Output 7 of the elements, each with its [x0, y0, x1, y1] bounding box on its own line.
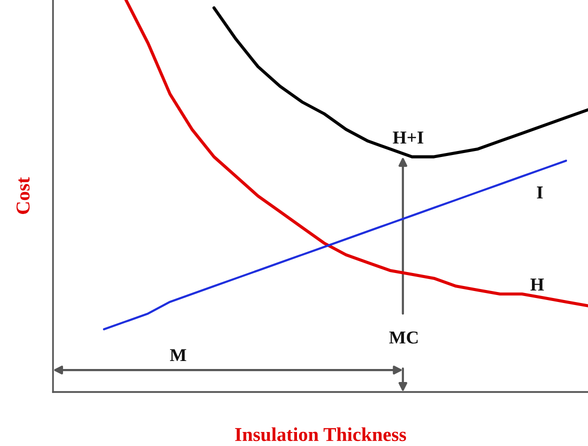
annotation: MC: [389, 331, 418, 344]
x-axis-title: Insulation Thickness: [235, 427, 406, 442]
annotation: I: [536, 186, 543, 198]
annotation: H+I: [392, 132, 424, 144]
y-axis-title: Cost: [16, 177, 30, 214]
annotation: H: [530, 278, 544, 290]
annotation: M: [170, 349, 186, 362]
